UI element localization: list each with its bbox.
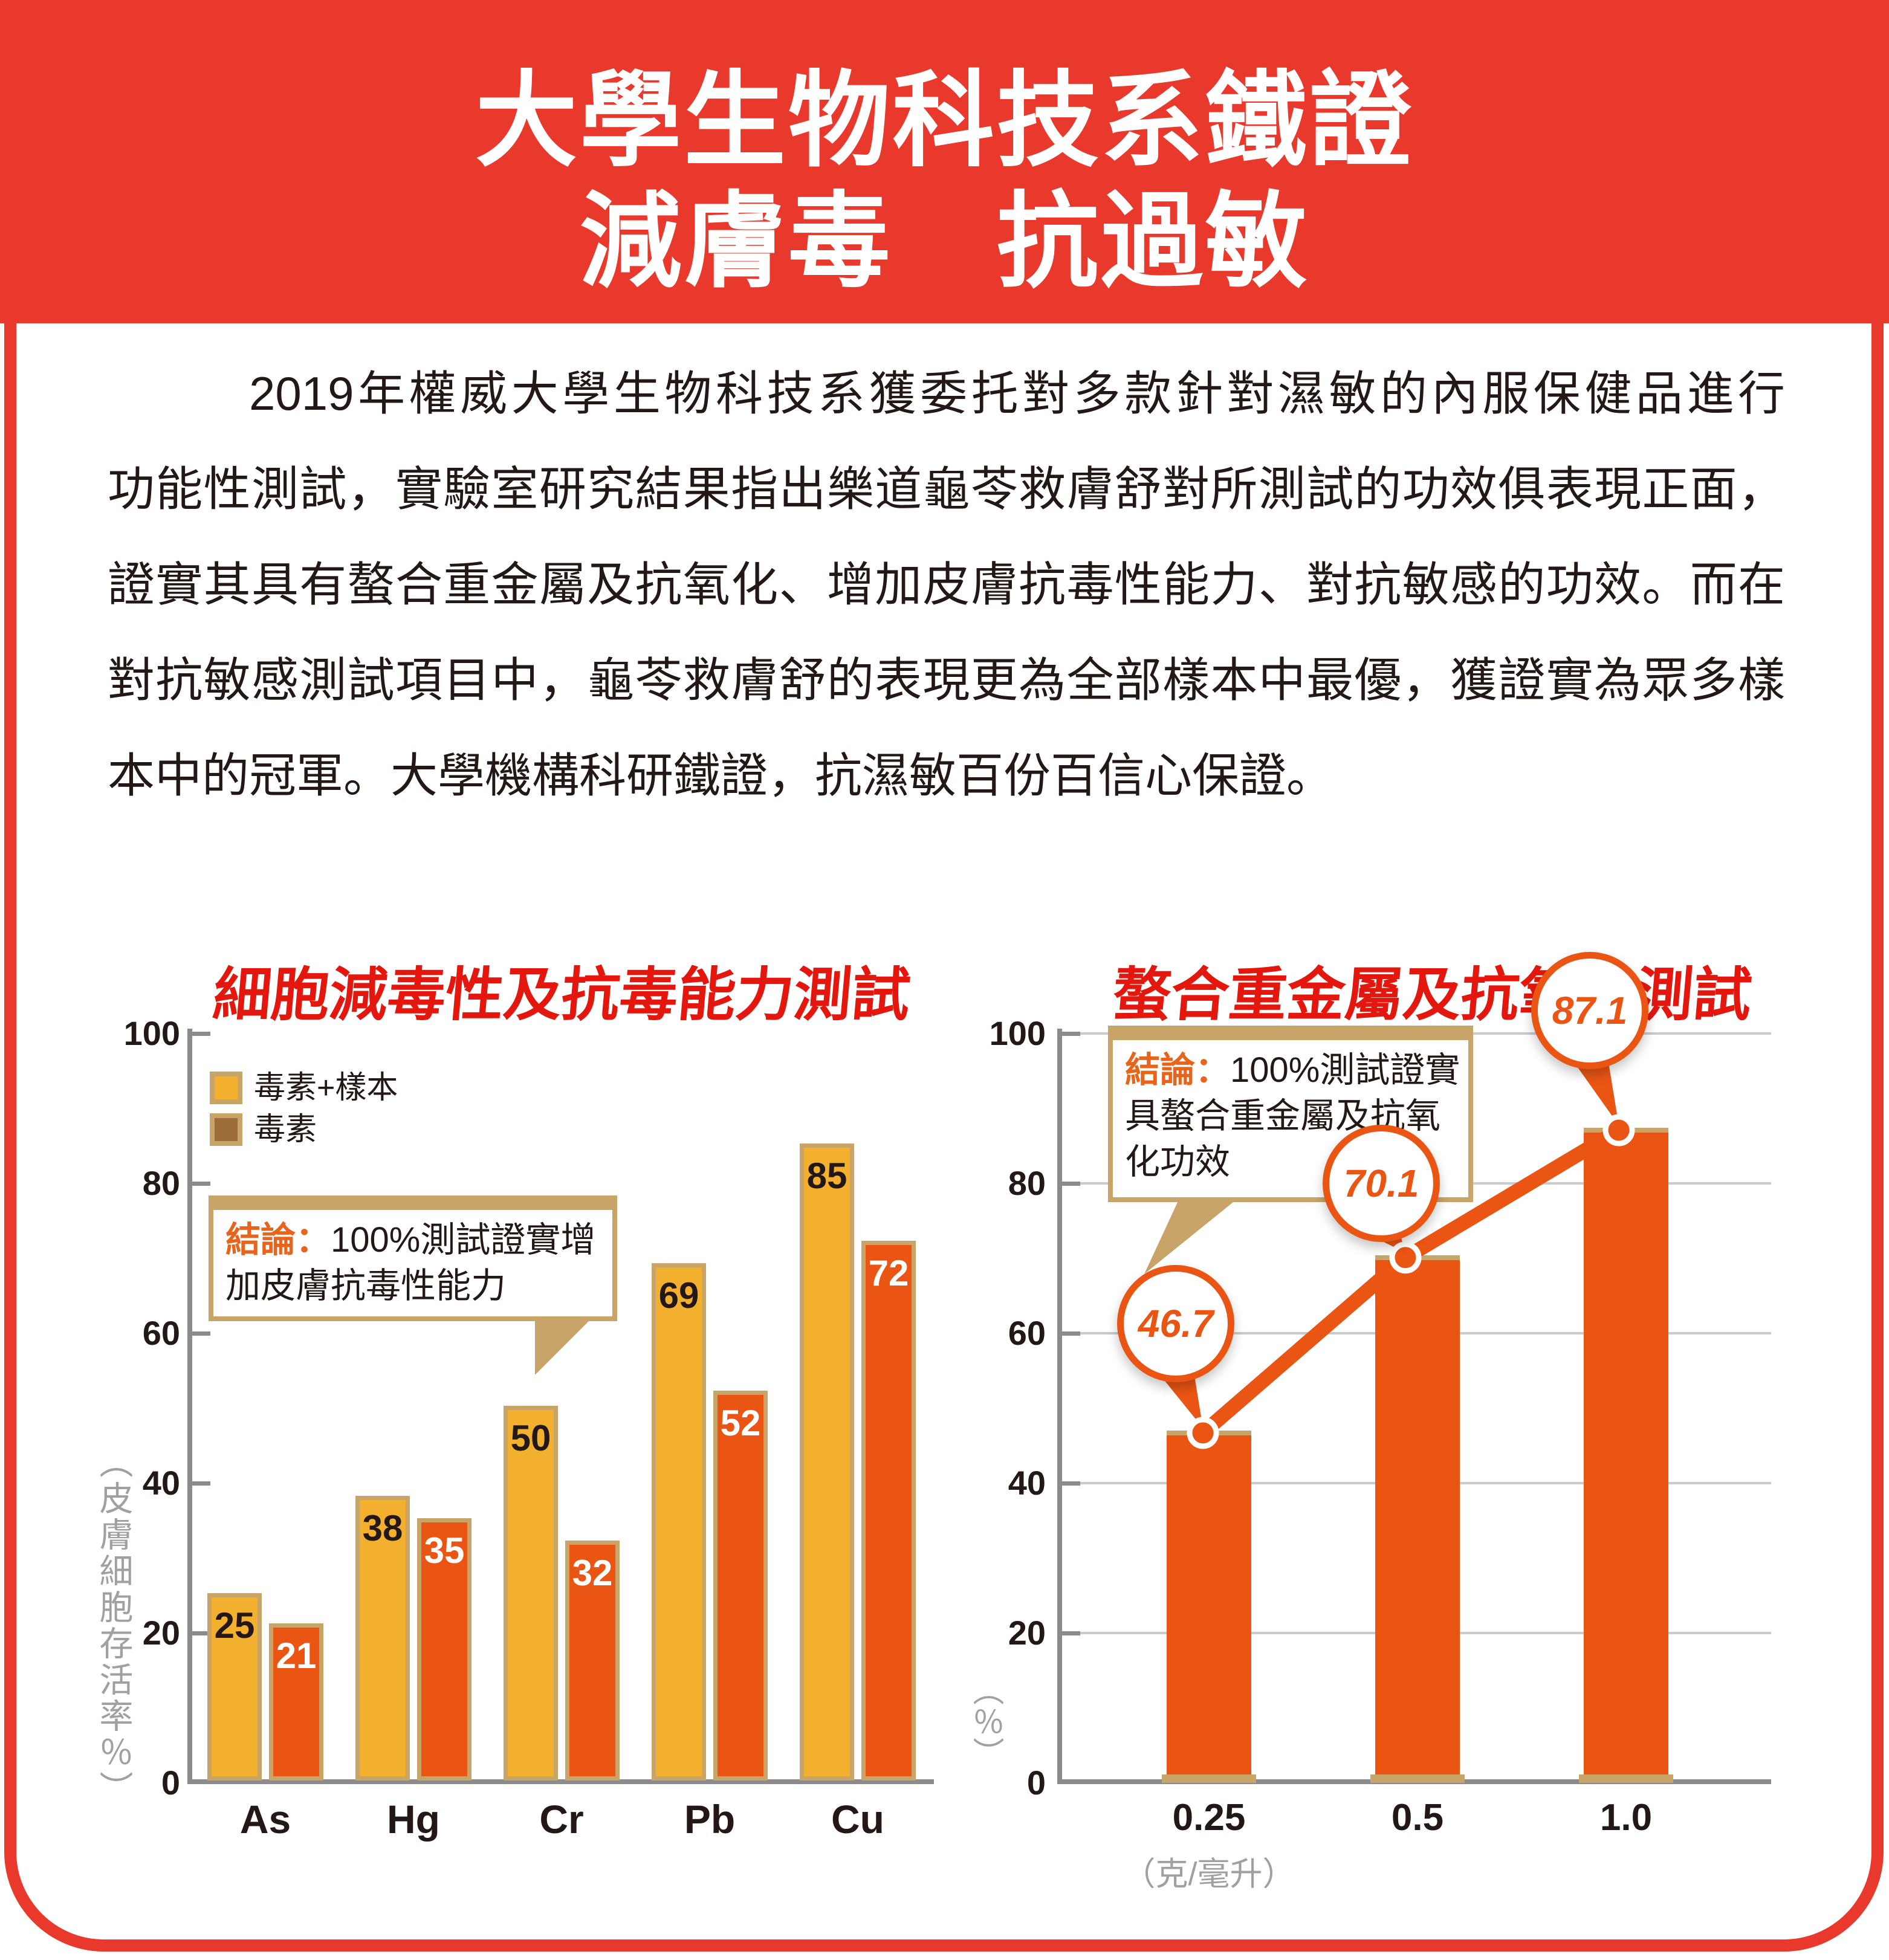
header-title-line-2: 減膚毒 抗過敏 [579, 184, 1310, 300]
bar-base-strip [1370, 1774, 1465, 1783]
paragraph-line: 本中的冠軍。大學機構科研鐵證，抗濕敏百份百信心保證。 [108, 749, 1334, 802]
conclusion-label: 結論： [225, 1220, 331, 1260]
bar-value-label: 69 [658, 1275, 699, 1316]
bar-value-label: 52 [720, 1403, 761, 1444]
header-title-line-1: 大學生物科技系鐵證 [475, 63, 1414, 179]
right-chart-x-axis-unit-label: （克/毫升） [1123, 1856, 1295, 1892]
left-y-tick [192, 1182, 210, 1186]
left-y-tick-label: 0 [161, 1764, 180, 1802]
right-y-tick [1062, 1182, 1080, 1186]
right-x-category-label: 0.25 [1172, 1797, 1246, 1839]
conclusion-line: 結論：100%測試證實 [1125, 1047, 1460, 1093]
left-y-tick [192, 1481, 210, 1486]
bar-toxin-plus-sample: 38 [355, 1495, 410, 1780]
value-bubble: 46.7 [1117, 1265, 1234, 1382]
right-chart-title: 螯合重金屬及抗氧化測試 [1110, 963, 1754, 1027]
bar-value-label: 38 [362, 1507, 403, 1548]
left-y-tick [192, 1631, 210, 1635]
right-y-tick-label: 40 [1008, 1464, 1046, 1502]
bar-toxin: 72 [861, 1241, 916, 1780]
bar-value-label: 85 [806, 1156, 847, 1196]
right-chart-y-axis-label: （％） [968, 1674, 1003, 1768]
right-y-tick-label: 80 [1008, 1164, 1046, 1202]
bar-value-label: 32 [572, 1553, 613, 1594]
left-x-category-label: Hg [387, 1797, 440, 1842]
paragraph-line: 對抗敏感測試項目中，龜苓救膚舒的表現更為全部樣本中最優，獲證實為眾多樣 [108, 653, 1785, 707]
left-x-category-label: Cr [539, 1797, 584, 1842]
paragraph-line: 2019年權威大學生物科技系獲委托對多款針對濕敏的內服保健品進行 [249, 367, 1785, 420]
legend-swatch-toxin-plus-sample [210, 1072, 242, 1104]
conclusion-label: 結論： [1125, 1050, 1231, 1090]
left-x-category-label: As [239, 1797, 291, 1842]
right-y-tick-label: 20 [1008, 1614, 1046, 1652]
left-chart-conclusion-callout: 結論：100%測試證實增 加皮膚抗毒性能力 [209, 1195, 617, 1321]
value-bubble: 87.1 [1531, 952, 1648, 1069]
left-y-tick-label: 60 [142, 1314, 180, 1352]
right-x-category-label: 1.0 [1599, 1797, 1653, 1839]
bar-toxin: 32 [565, 1541, 620, 1780]
bar-toxin: 21 [269, 1623, 323, 1780]
right-y-tick [1062, 1032, 1080, 1036]
left-y-tick [192, 1331, 210, 1336]
left-y-tick-label: 20 [142, 1614, 180, 1652]
paragraph-line: 功能性測試，實驗室研究結果指出樂道龜苓救膚舒對所測試的功效俱表現正面， [108, 462, 1785, 516]
legend-swatch-toxin [210, 1113, 242, 1146]
right-y-tick-label: 60 [1008, 1314, 1046, 1352]
left-y-tick-label: 80 [142, 1164, 180, 1202]
concentration-bar [1375, 1255, 1460, 1780]
bar-value-label: 21 [276, 1635, 317, 1676]
conclusion-line: 加皮膚抗毒性能力 [225, 1266, 507, 1305]
left-y-tick-label: 100 [123, 1014, 180, 1052]
right-x-category-label: 0.5 [1391, 1797, 1444, 1839]
left-x-axis-line [187, 1779, 934, 1784]
left-y-tick [192, 1032, 210, 1036]
bar-toxin-plus-sample: 69 [652, 1263, 706, 1780]
value-bubble: 70.1 [1323, 1125, 1440, 1242]
conclusion-line: 結論：100%測試證實增 [225, 1217, 600, 1263]
bar-value-label: 35 [424, 1530, 465, 1571]
right-y-tick-label: 100 [989, 1014, 1046, 1052]
bar-toxin-plus-sample: 85 [800, 1143, 854, 1780]
right-y-tick-label: 0 [1026, 1764, 1046, 1802]
left-x-category-label: Cu [831, 1797, 884, 1842]
bar-toxin-plus-sample: 25 [207, 1593, 262, 1780]
left-y-axis-line [187, 1029, 192, 1783]
bar-base-strip [1579, 1774, 1673, 1783]
conclusion-text: 100%測試證實增 [331, 1220, 596, 1260]
paragraph-line: 證實其具有螯合重金屬及抗氧化、增加皮膚抗毒性能力、對抗敏感的功效。而在 [108, 558, 1785, 611]
bar-value-label: 72 [868, 1253, 909, 1294]
concentration-bar [1584, 1127, 1668, 1780]
left-x-category-label: Pb [684, 1797, 736, 1842]
bar-toxin: 52 [713, 1391, 768, 1780]
bar-toxin: 35 [417, 1518, 471, 1780]
bar-value-label: 50 [510, 1418, 551, 1458]
concentration-bar [1167, 1430, 1251, 1780]
left-chart-title: 細胞減毒性及抗毒能力測試 [210, 963, 913, 1027]
intro-paragraph: 2019年權威大學生物科技系獲委托對多款針對濕敏的內服保健品進行功能性測試，實驗… [108, 346, 1785, 823]
left-y-tick-label: 40 [142, 1464, 180, 1502]
right-y-tick [1062, 1331, 1080, 1336]
bar-toxin-plus-sample: 50 [504, 1406, 558, 1780]
right-y-tick [1062, 1631, 1080, 1635]
left-chart-y-axis-label: （皮膚細胞存活率％） [95, 1444, 133, 1807]
bar-base-strip [1162, 1774, 1256, 1783]
legend-label-toxin: 毒素 [254, 1112, 317, 1147]
bar-value-label: 25 [214, 1605, 255, 1646]
right-y-axis-line [1057, 1029, 1062, 1783]
conclusion-text: 100%測試證實 [1230, 1050, 1460, 1090]
header-banner: 大學生物科技系鐵證 減膚毒 抗過敏 [0, 0, 1889, 323]
legend-label-toxin-plus-sample: 毒素+樣本 [254, 1070, 398, 1105]
page-border-frame [4, 242, 1884, 1952]
right-y-tick [1062, 1481, 1080, 1486]
